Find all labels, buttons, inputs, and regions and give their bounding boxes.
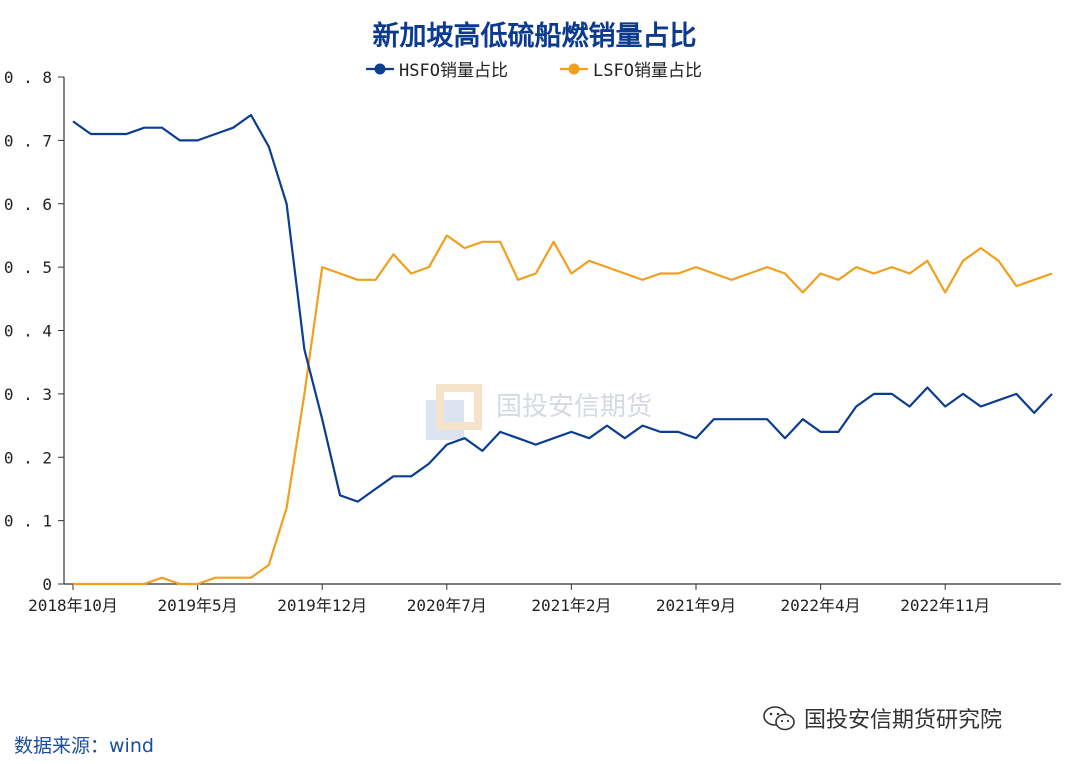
x-tick-label: 2019年12月 [277,596,367,615]
legend-label-hsfo: HSFO销量占比 [399,61,508,81]
watermark-text: 国投安信期货 [496,392,653,422]
y-tick-label: 0 [42,575,52,594]
data-source: 数据来源：wind [14,735,154,757]
x-tick-label: 2018年10月 [28,596,118,615]
legend: HSFO销量占比 LSFO销量占比 [366,61,702,81]
axes: 0 0 . 1 0 . 2 0 . 3 0 . 4 0 . 5 0 . 6 0 . 7 0 . … [4,68,1061,615]
y-tick-label: 0 . 1 [4,512,52,531]
watermark: 国投安信期货 [424,386,652,423]
legend-label-lsfo: LSFO销量占比 [593,61,702,81]
y-tick-label: 0 . 5 [4,258,52,277]
brand-name: 国投安信期货研究院 [804,708,1003,733]
y-tick-label: 0 . 3 [4,385,52,404]
chart-title: 新加坡高低硫船燃销量占比 [372,21,697,52]
x-tick-label: 2019年5月 [158,596,238,615]
legend-marker-hsfo [374,63,386,75]
footer-brand: 国投安信期货研究院 [762,702,1002,734]
series-layer [72,113,1053,586]
watermark-logo [426,384,482,440]
y-tick-label: 0 . 8 [4,68,52,87]
y-tick-label: 0 . 7 [4,131,52,150]
legend-marker-lsfo [568,63,580,75]
series-line-hsfo [72,113,1053,503]
y-tick-label: 0 . 2 [4,448,52,467]
x-tick-label: 2021年2月 [531,596,611,615]
y-tick-label: 0 . 4 [4,322,52,341]
y-tick-label: 0 . 6 [4,195,52,214]
x-tick-label: 2020年7月 [407,596,487,615]
series-line-lsfo [73,234,1053,586]
x-tick-label: 2022年11月 [900,596,990,615]
wechat-icon [763,706,795,731]
x-tick-label: 2022年4月 [781,596,861,615]
x-tick-label: 2021年9月 [656,596,736,615]
